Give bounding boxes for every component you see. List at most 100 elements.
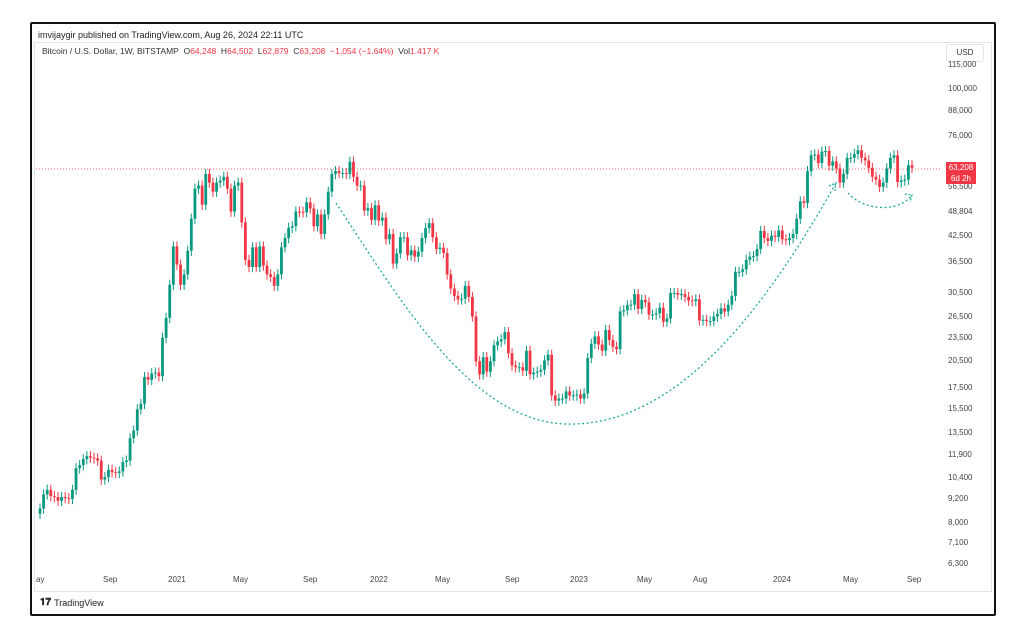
candle-body xyxy=(298,211,301,213)
candle-body xyxy=(694,299,698,302)
candle-body xyxy=(553,395,557,401)
candle-body xyxy=(838,168,842,183)
candle-body xyxy=(45,489,49,495)
price-axis-label: 42,500 xyxy=(948,231,973,240)
candle-body xyxy=(204,173,208,205)
candle-body xyxy=(669,293,672,319)
candles xyxy=(38,145,914,519)
candle-body xyxy=(452,288,456,296)
candle-body xyxy=(582,393,586,399)
candle-body xyxy=(157,372,161,377)
last-price-tag: 63,208 6d 2h xyxy=(946,162,976,184)
candle-body xyxy=(708,321,712,323)
open-value: 64,248 xyxy=(190,46,217,56)
time-axis-label: May xyxy=(843,575,859,584)
time-axis-label: Sep xyxy=(505,575,520,584)
candle-body xyxy=(813,154,817,156)
candle-body xyxy=(164,317,168,338)
price-axis-label: 17,500 xyxy=(948,383,973,393)
candle-body xyxy=(344,173,348,175)
candle-body xyxy=(510,353,514,366)
candle-body xyxy=(132,430,136,439)
candle-body xyxy=(334,171,337,174)
candle-body xyxy=(186,250,190,275)
candle-body xyxy=(568,391,572,396)
candle-body xyxy=(438,247,442,250)
candle-body xyxy=(114,472,118,474)
currency-button[interactable]: USD xyxy=(946,44,984,62)
candle-body xyxy=(744,259,748,270)
candle-body xyxy=(193,188,197,219)
candle-body xyxy=(301,211,305,213)
candle-body xyxy=(236,182,240,186)
candle-body xyxy=(485,357,489,372)
candle-body xyxy=(640,299,644,309)
time-axis-label: Aug xyxy=(693,575,708,584)
candle-body xyxy=(254,247,258,267)
candle-body xyxy=(647,302,651,315)
candle-body xyxy=(676,293,680,295)
candle-body xyxy=(777,230,781,237)
candle-body xyxy=(150,373,154,380)
low-value: 62,879 xyxy=(262,46,289,56)
candle-body xyxy=(391,234,395,264)
candle-body xyxy=(654,313,658,315)
candle-body xyxy=(643,299,647,303)
price-axis-label: 11,900 xyxy=(948,449,972,459)
candle-body xyxy=(687,297,690,301)
price-axis-label: 26,500 xyxy=(948,312,973,322)
candle-body xyxy=(420,238,424,252)
candle-body xyxy=(607,329,611,341)
candle-body xyxy=(38,508,42,514)
candle-body xyxy=(845,157,849,174)
candle-body xyxy=(49,489,53,497)
candle-body xyxy=(755,249,759,257)
cup-curve-annotation xyxy=(335,182,837,425)
candle-body xyxy=(780,230,784,240)
candle-body xyxy=(398,237,402,254)
symbol-legend: Bitcoin / U.S. Dollar, 1W, BITSTAMP O64,… xyxy=(42,46,439,56)
candle-body xyxy=(773,235,777,237)
candle-body xyxy=(99,460,103,480)
candle-body xyxy=(128,438,132,461)
price-axis-label: 23,500 xyxy=(948,332,973,342)
candle-body xyxy=(625,305,629,311)
candle-body xyxy=(888,157,892,169)
candle-body xyxy=(726,304,730,312)
candle-body xyxy=(326,191,330,215)
candle-body xyxy=(615,346,618,350)
candle-body xyxy=(247,259,251,267)
candle-body xyxy=(564,391,568,399)
candle-body xyxy=(856,150,860,155)
candle-body xyxy=(535,371,539,373)
price-axis-label: 88,000 xyxy=(948,105,973,115)
candle-body xyxy=(658,307,662,314)
candle-body xyxy=(305,202,309,213)
candle-body xyxy=(424,228,427,239)
candle-body xyxy=(222,176,226,181)
candle-body xyxy=(341,173,345,175)
candle-body xyxy=(517,367,521,369)
low-label: L xyxy=(257,46,263,56)
candle-body xyxy=(380,217,384,221)
candle-body xyxy=(74,468,78,490)
candle-body xyxy=(532,372,536,375)
candle-body xyxy=(690,300,694,302)
candle-body xyxy=(593,336,597,344)
volume-label: Vol xyxy=(398,46,411,56)
candle-body xyxy=(121,462,125,472)
candle-body xyxy=(820,151,824,164)
candle-body xyxy=(842,173,845,183)
candle-body xyxy=(409,250,413,256)
price-axis-label: 8,000 xyxy=(948,517,969,527)
candle-body xyxy=(373,205,377,220)
price-axis-label: 10,400 xyxy=(948,472,973,482)
time-axis-label: 2022 xyxy=(370,575,388,584)
candle-body xyxy=(712,316,716,322)
candle-body xyxy=(467,285,471,298)
candle-body xyxy=(319,214,323,235)
publish-info: imvijaygir published on TradingView.com,… xyxy=(38,30,304,40)
candle-body xyxy=(701,319,705,321)
candle-body xyxy=(294,211,298,227)
